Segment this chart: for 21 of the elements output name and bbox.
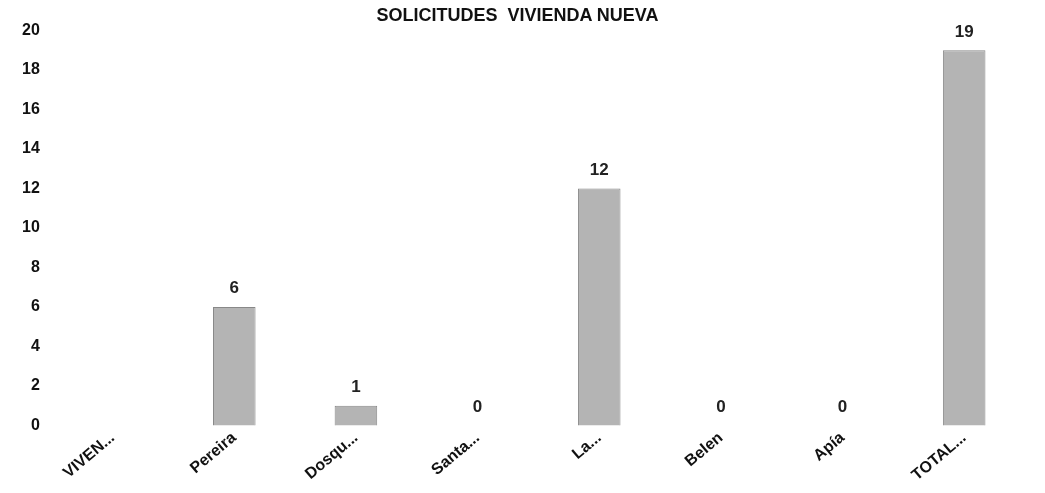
y-tick-label: 12 — [22, 178, 40, 196]
y-tick-label: 16 — [22, 99, 40, 117]
data-label: 12 — [589, 159, 609, 179]
y-tick-label: 14 — [22, 139, 40, 157]
x-tick-label: Apía — [809, 428, 848, 464]
data-label: 19 — [954, 21, 974, 41]
data-label: 0 — [716, 396, 726, 416]
y-tick-label: 0 — [30, 415, 40, 433]
data-label: 6 — [229, 278, 240, 298]
chart-title: SOLICITUDES VIVIENDA NUEVA — [376, 4, 659, 25]
y-tick-label: 2 — [30, 376, 40, 394]
data-label: 0 — [472, 396, 483, 416]
data-label: 1 — [351, 376, 361, 396]
y-tick-label: 8 — [30, 257, 40, 275]
y-tick-label: 18 — [22, 60, 40, 78]
data-label: 0 — [837, 396, 848, 416]
x-tick-label: La... — [568, 428, 604, 462]
y-tick-label: 10 — [22, 218, 40, 236]
y-tick-label: 4 — [30, 336, 40, 354]
y-tick-label: 20 — [22, 21, 40, 39]
y-tick-label: 6 — [30, 297, 40, 315]
